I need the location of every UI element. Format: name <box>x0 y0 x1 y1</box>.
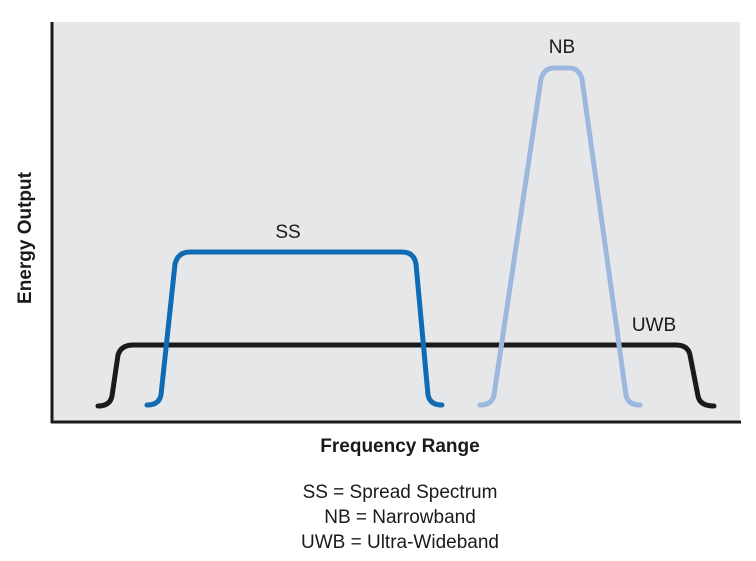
nb-curve <box>477 65 643 408</box>
y-axis-label: Energy Output <box>15 172 36 304</box>
legend-item-ss: SS = Spread Spectrum <box>302 482 498 503</box>
uwb-curve-label: UWB <box>632 315 676 336</box>
legend-item-uwb: UWB = Ultra-Wideband <box>301 532 499 553</box>
legend-item-nb: NB = Narrowband <box>324 507 476 528</box>
ss-curve-label: SS <box>275 222 300 243</box>
legend: SS = Spread Spectrum NB = Narrowband UWB… <box>0 480 756 555</box>
plot-background <box>52 22 740 422</box>
nb-curve-label: NB <box>549 37 575 58</box>
x-axis-label: Frequency Range <box>320 436 480 457</box>
ss-curve <box>144 249 445 408</box>
uwb-curve <box>95 342 717 409</box>
